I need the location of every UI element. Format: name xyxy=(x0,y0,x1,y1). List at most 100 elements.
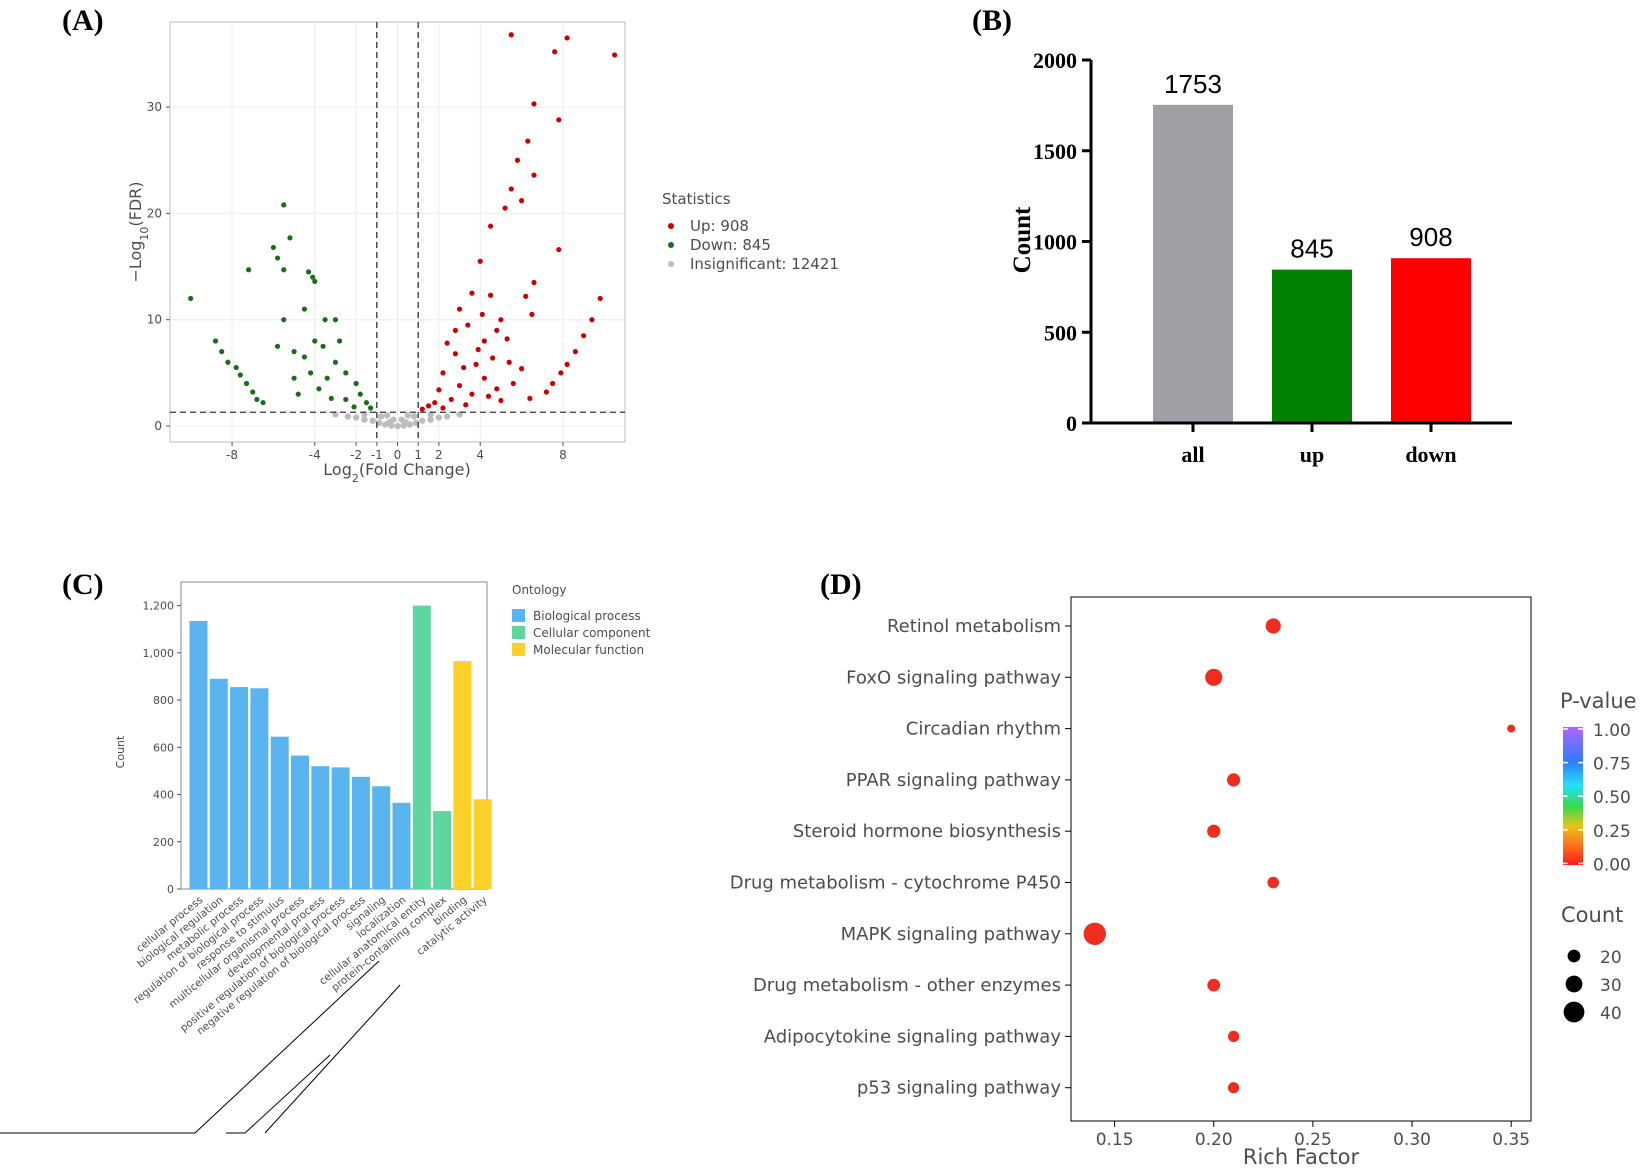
count-legend-dot xyxy=(1567,949,1581,963)
kegg-dot xyxy=(1507,724,1516,733)
volcano-y-axis-label: −Log10(FDR) xyxy=(126,181,151,282)
volcano-point-down xyxy=(274,255,281,261)
volcano-point-down xyxy=(281,202,287,208)
volcano-point-up xyxy=(452,327,459,333)
panel-a-label: (A) xyxy=(62,4,104,37)
go-legend-mol-swatch xyxy=(512,643,525,656)
go-legend-bio: Biological process xyxy=(533,609,641,623)
volcano-point-down xyxy=(270,244,277,251)
volcano-point-up xyxy=(552,49,558,55)
volcano-point-down xyxy=(343,396,349,403)
volcano-point-insig xyxy=(386,419,393,426)
kegg-pathway-label: Steroid hormone biosynthesis xyxy=(793,821,1061,842)
kegg-dot xyxy=(1265,618,1281,634)
volcano-legend-insig: Insignificant: 12421 xyxy=(690,255,839,273)
panel-d-label: (D) xyxy=(820,568,862,601)
kegg-pathway-label: MAPK signaling pathway xyxy=(841,924,1062,945)
volcano-point-up xyxy=(463,402,469,408)
volcano-point-down xyxy=(363,400,370,406)
volcano-legend-up-marker xyxy=(668,223,674,229)
volcano-point-down xyxy=(291,349,297,355)
volcano-point-up xyxy=(531,101,537,107)
go-bar xyxy=(412,605,431,889)
go-y-tick: 600 xyxy=(153,741,174,754)
count-x-tick: up xyxy=(1300,442,1324,467)
volcano-ylabel-sub: 10 xyxy=(138,227,151,241)
volcano-ylabel-pre: −Log xyxy=(126,241,145,283)
count-y-tick: 500 xyxy=(1044,320,1077,345)
volcano-x-tick: 2 xyxy=(435,448,443,462)
count-legend-dot xyxy=(1563,1001,1585,1023)
volcano-point-up xyxy=(556,246,562,253)
volcano-point-down xyxy=(291,375,297,381)
volcano-point-up xyxy=(432,400,438,406)
volcano-point-up xyxy=(589,317,595,323)
kegg-dot xyxy=(1227,1082,1240,1094)
count-bar-panel: (B) 1753all845up908down0500100015002000 … xyxy=(972,4,1512,467)
volcano-point-down xyxy=(336,338,343,344)
kegg-x-tick: 0.35 xyxy=(1492,1130,1530,1150)
volcano-point-down xyxy=(274,343,281,349)
volcano-point-up xyxy=(531,172,537,178)
volcano-legend-up: Up: 908 xyxy=(690,217,749,235)
volcano-point-down xyxy=(260,400,266,406)
volcano-point-insig xyxy=(344,413,352,420)
count-bar-value: 845 xyxy=(1290,234,1333,264)
volcano-point-down xyxy=(295,391,301,397)
volcano-point-up xyxy=(581,333,587,339)
volcano-point-insig xyxy=(377,413,385,420)
volcano-point-up xyxy=(456,306,463,312)
kegg-x-axis-label: Rich Factor xyxy=(1243,1145,1360,1168)
volcano-point-insig xyxy=(402,419,409,426)
volcano-point-down xyxy=(243,380,250,387)
go-bar xyxy=(230,687,249,889)
go-bar xyxy=(209,678,228,889)
volcano-x-tick: -1 xyxy=(371,448,383,462)
volcano-point-up xyxy=(485,393,492,399)
volcano-legend-insig-marker xyxy=(668,261,674,267)
volcano-point-down xyxy=(312,278,318,285)
volcano-point-down xyxy=(316,386,322,392)
volcano-xlabel-sub: 2 xyxy=(352,472,359,485)
volcano-point-down xyxy=(254,396,260,403)
volcano-point-up xyxy=(475,346,481,353)
go-bar xyxy=(189,620,208,889)
volcano-x-axis-label: Log2(Fold Change) xyxy=(323,460,470,485)
volcano-point-insig xyxy=(427,416,434,423)
volcano-point-down xyxy=(225,359,231,365)
count-y-tick: 1000 xyxy=(1033,230,1077,255)
volcano-x-tick: -4 xyxy=(309,448,321,462)
volcano-point-up xyxy=(498,317,504,323)
volcano-point-up xyxy=(469,290,475,296)
go-y-axis-label: Count xyxy=(114,735,127,768)
count-x-tick: all xyxy=(1181,442,1204,467)
volcano-point-up xyxy=(490,355,496,361)
count-legend-label: 40 xyxy=(1600,1004,1622,1024)
volcano-point-up xyxy=(494,327,500,333)
count-legend-title: Count xyxy=(1561,903,1623,927)
count-bar-value: 908 xyxy=(1409,222,1452,252)
go-y-tick: 1,000 xyxy=(143,647,175,660)
volcano-legend-down-marker xyxy=(668,242,674,248)
pvalue-ticks: 1.00 0.75 0.50 0.25 0.00 xyxy=(1563,721,1631,875)
volcano-point-up xyxy=(469,391,475,397)
volcano-point-up xyxy=(487,292,494,298)
volcano-point-up xyxy=(564,35,570,41)
kegg-pathway-label: p53 signaling pathway xyxy=(857,1078,1062,1099)
volcano-point-down xyxy=(281,317,287,323)
volcano-point-up xyxy=(436,387,442,393)
kegg-pathway-label: PPAR signaling pathway xyxy=(846,770,1062,791)
go-bar xyxy=(331,767,350,889)
go-bracket-lines xyxy=(0,960,401,1134)
volcano-point-up xyxy=(487,223,494,229)
go-bar xyxy=(433,811,452,889)
count-bar-down xyxy=(1391,258,1471,423)
volcano-point-down xyxy=(188,295,194,302)
pvalue-tick: 0.25 xyxy=(1593,822,1631,842)
count-legend: Count 20 30 40 xyxy=(1561,903,1623,1024)
kegg-dot xyxy=(1083,922,1106,945)
volcano-point-down xyxy=(301,306,308,312)
